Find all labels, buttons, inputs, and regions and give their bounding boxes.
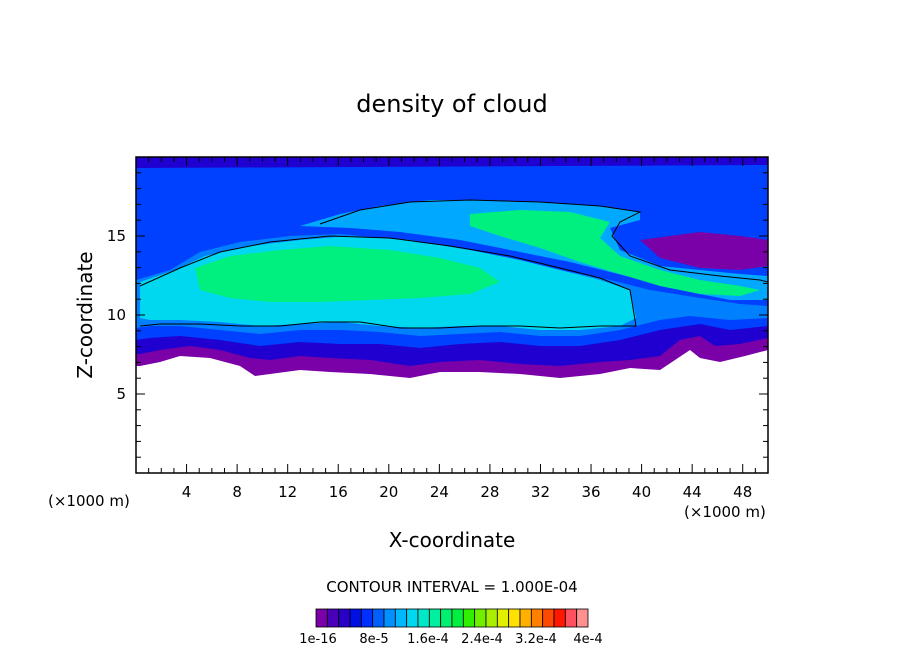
x-tick-label: 20: [379, 483, 398, 501]
colorbar-labels: 1e-16 8e-5 1.6e-4 2.4e-4 3.2e-4 4e-4: [299, 632, 602, 647]
x-tick-label: 28: [480, 483, 499, 501]
colorbar-swatch: [576, 608, 589, 628]
x-tick-label: 40: [632, 483, 651, 501]
x-tick-label: 12: [278, 483, 297, 501]
colorbar-label: 1.6e-4: [407, 632, 449, 647]
x-tick-label: 24: [430, 483, 449, 501]
colorbar-label: 3.2e-4: [515, 632, 557, 647]
colorbar-label: 2.4e-4: [461, 632, 503, 647]
colorbar-swatch: [417, 608, 430, 628]
colorbar-swatch: [542, 608, 555, 628]
y-tick-label: 15: [107, 227, 126, 245]
y-axis-title: Z-coordinate: [73, 251, 97, 378]
colorbar-swatch: [530, 608, 544, 628]
cloud-dry-pocket: [640, 232, 768, 270]
contour-line-upper: [319, 199, 768, 283]
colorbar-swatch: [485, 608, 498, 628]
y-tick-label: 5: [116, 385, 126, 403]
colorbar-swatch: [315, 608, 328, 628]
colorbar-swatch: [383, 608, 396, 628]
contour-line: [139, 235, 637, 329]
colorbar-swatch: [451, 608, 464, 628]
colorbar-swatch: [474, 608, 487, 628]
x-tick-label: 48: [733, 483, 752, 501]
x-unit-label-right: (×1000 m): [684, 503, 766, 521]
colorbar-swatch: [462, 608, 476, 628]
colorbar-label: 1e-16: [299, 632, 337, 647]
colorbar-label: 4e-4: [573, 632, 602, 647]
colorbar-swatch: [326, 608, 340, 628]
chart-title: density of cloud: [356, 90, 547, 118]
x-axis-title: X-coordinate: [389, 528, 516, 552]
y-axis: 5 10 15: [107, 172, 768, 458]
colorbar-swatch: [428, 608, 442, 628]
x-tick-label: 16: [329, 483, 348, 501]
colorbar-swatch: [508, 608, 521, 628]
x-tick-label: 4: [182, 483, 192, 501]
cloud-core-green: [195, 246, 500, 302]
colorbar-swatch: [564, 608, 578, 628]
contour-interval-text: CONTOUR INTERVAL = 1.000E-04: [326, 578, 577, 596]
colorbar: [315, 608, 589, 628]
colorbar-swatch: [519, 608, 532, 628]
plot-area: [136, 157, 768, 473]
colorbar-swatch: [496, 608, 510, 628]
colorbar-swatch: [394, 608, 408, 628]
colorbar-swatch: [372, 608, 385, 628]
cloud-core-right: [470, 210, 760, 296]
colorbar-swatch: [349, 608, 362, 628]
colorbar-swatch: [406, 608, 419, 628]
x-tick-label: 36: [581, 483, 600, 501]
y-tick-label: 10: [107, 306, 126, 324]
colorbar-swatch: [338, 608, 351, 628]
x-unit-label-left: (×1000 m): [48, 492, 130, 510]
x-axis: 4 8 12 16 20 24 28 32 36 40 44 48: [148, 157, 756, 501]
colorbar-label: 8e-5: [359, 632, 388, 647]
colorbar-swatch: [440, 608, 453, 628]
x-tick-label: 32: [531, 483, 550, 501]
x-tick-label: 44: [683, 483, 702, 501]
colorbar-swatch: [553, 608, 566, 628]
colorbar-swatch: [360, 608, 374, 628]
x-tick-label: 8: [232, 483, 242, 501]
